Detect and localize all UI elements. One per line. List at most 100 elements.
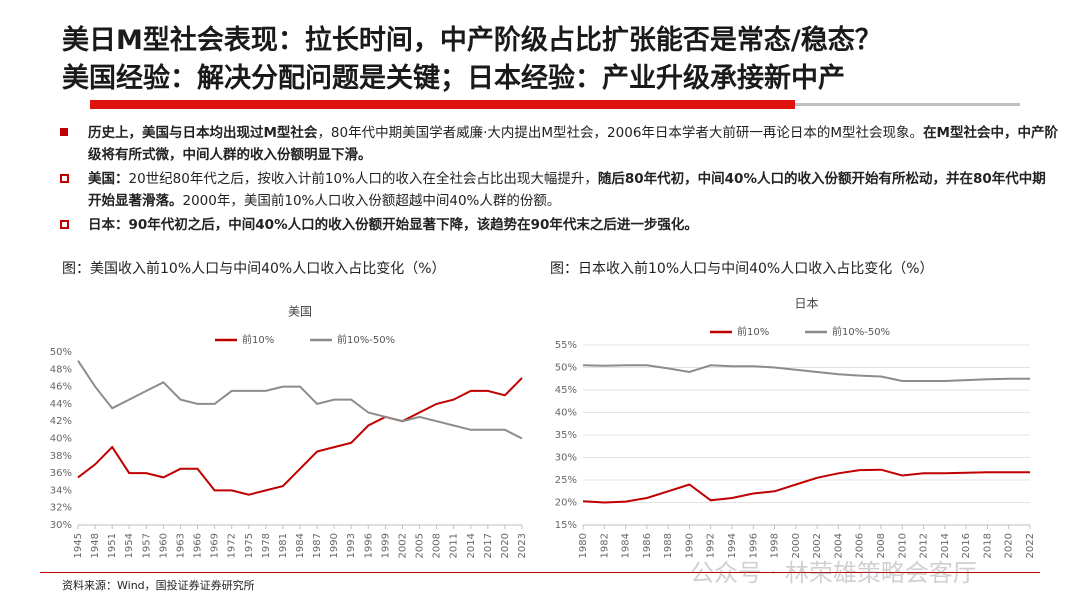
bullet-text: 历史上，美国与日本均出现过M型社会 — [88, 125, 318, 141]
y-tick-label: 30% — [555, 453, 577, 464]
x-tick-label: 2012 — [919, 533, 930, 558]
x-tick-label: 1969 — [210, 533, 221, 558]
x-tick-label: 1996 — [363, 533, 374, 558]
x-tick-label: 2017 — [483, 533, 494, 558]
bullet-text: 美国： — [88, 171, 129, 187]
chart-title: 日本 — [794, 297, 818, 311]
x-tick-label: 2011 — [449, 533, 460, 558]
title-underline-gray — [795, 103, 1020, 106]
x-tick-label: 1963 — [175, 533, 186, 558]
x-tick-label: 2018 — [982, 533, 993, 558]
x-tick-label: 2020 — [1004, 533, 1015, 558]
caption: 图：日本收入前10%人口与中间40%人口收入占比变化（%） — [550, 261, 934, 277]
y-tick-label: 38% — [50, 451, 72, 462]
x-tick-label: 1960 — [158, 533, 169, 558]
title: 美日M型社会表现：拉长时间，中产阶级占比扩张能否是常态/稳态？ 美国经验：解决分… — [62, 22, 882, 98]
y-tick-label: 25% — [555, 475, 577, 486]
x-tick-label: 2000 — [791, 533, 802, 558]
x-tick-label: 2016 — [961, 533, 972, 558]
source: 资料来源：Wind，国投证券证券研究所 — [62, 579, 255, 592]
legend-label: 前10%-50% — [337, 333, 395, 346]
y-tick-label: 46% — [50, 382, 72, 393]
x-tick-label: 1978 — [261, 533, 272, 558]
x-tick-label: 1996 — [748, 533, 759, 558]
chart: 日本 15% 20% 25% 30% 35% 40% 45% 50% 55% 1980 1982 198… — [555, 297, 1036, 559]
series-line — [77, 360, 523, 440]
x-tick-label: 1975 — [244, 533, 255, 558]
x-tick-label: 1986 — [642, 533, 653, 558]
y-tick-label: 44% — [50, 399, 72, 410]
y-tick-label: 42% — [50, 416, 72, 427]
y-tick-label: 45% — [555, 385, 577, 396]
bullet-text: ，80年代中期美国学者威廉·大内提出M型社会，2006年日本学者大前研一再论日本… — [317, 125, 924, 141]
chart-box: 美国 30% 32% 34% 36% 38% 40% 42% 44% 46% 48% 50% 1945 1… — [40, 290, 530, 575]
watermark: 公众号 · 林荣雄策略会客厅 — [690, 559, 977, 587]
x-tick-label: 1957 — [141, 533, 152, 558]
x-tick-label: 1987 — [312, 533, 323, 558]
chart: 美国 30% 32% 34% 36% 38% 40% 42% 44% 46% 48% 50% 1945 1… — [50, 305, 528, 559]
y-tick-label: 20% — [555, 498, 577, 509]
title-line: 美国经验：解决分配问题是关键；日本经验：产业升级承接新中产 — [62, 63, 845, 94]
x-tick-label: 1998 — [770, 533, 781, 558]
bullet-text: 2000年，美国前10%人口收入份额超越中间40%人群的份额。 — [182, 193, 561, 209]
caption: 图：美国收入前10%人口与中间40%人口收入占比变化（%） — [62, 261, 446, 277]
title-underline — [90, 100, 795, 109]
bullet-list: 历史上，美国与日本均出现过M型社会，80年代中期美国学者威廉·大内提出M型社会，… — [58, 122, 1058, 238]
y-tick-label: 40% — [555, 408, 577, 419]
chart-box: 日本 15% 20% 25% 30% 35% 40% 45% 50% 55% 1980 1982 198… — [545, 290, 1040, 575]
y-tick-label: 40% — [50, 434, 72, 445]
series-line — [77, 377, 523, 496]
y-tick-label: 48% — [50, 364, 72, 375]
x-tick-label: 1981 — [278, 533, 289, 558]
x-tick-label: 1951 — [107, 533, 118, 558]
footer-rule — [40, 572, 1040, 573]
x-tick-label: 1972 — [227, 533, 238, 558]
x-tick-label: 1954 — [124, 533, 135, 558]
x-tick-label: 2020 — [500, 533, 511, 558]
x-tick-label: 1966 — [193, 533, 204, 558]
legend-label: 前10%-50% — [832, 325, 890, 338]
x-tick-label: 1990 — [684, 533, 695, 558]
bullet-text: 20世纪80年代之后，按收入计前10%人口的收入在全社会占比出现大幅提升， — [128, 171, 598, 187]
bullet: 历史上，美国与日本均出现过M型社会，80年代中期美国学者威廉·大内提出M型社会，… — [58, 122, 1058, 166]
y-tick-label: 15% — [555, 520, 577, 531]
bullet-text: 在M型社会中，中产阶级将有所式微，中间人群的收入份额明显下滑。 — [88, 125, 1058, 163]
x-tick-label: 2002 — [397, 533, 408, 558]
x-tick-label: 1999 — [380, 533, 391, 558]
chart-title: 美国 — [288, 305, 312, 319]
x-tick-label: 2008 — [876, 533, 887, 558]
y-tick-label: 50% — [50, 347, 72, 358]
x-tick-label: 1982 — [599, 533, 610, 558]
y-tick-label: 50% — [555, 363, 577, 374]
x-tick-label: 2014 — [940, 533, 951, 558]
bullet-marker — [60, 174, 69, 183]
bullet: 美国：20世纪80年代之后，按收入计前10%人口的收入在全社会占比出现大幅提升，… — [58, 168, 1058, 212]
x-tick-label: 2022 — [1025, 533, 1036, 558]
x-tick-label: 1945 — [73, 533, 84, 558]
legend-label: 前10% — [242, 333, 274, 346]
title-line: 美日M型社会表现：拉长时间，中产阶级占比扩张能否是常态/稳态？ — [62, 25, 882, 56]
x-tick-label: 1990 — [329, 533, 340, 558]
x-tick-label: 1988 — [663, 533, 674, 558]
x-tick-label: 2014 — [466, 533, 477, 558]
bullet-text: 随后80年代初，中间40%人口的收入份额开始有所松动，并在80年代中期开始显著滑… — [88, 171, 1046, 209]
x-tick-label: 2023 — [517, 533, 528, 558]
y-tick-label: 35% — [555, 430, 577, 441]
bullet-marker — [60, 128, 68, 136]
x-tick-label: 1992 — [706, 533, 717, 558]
y-tick-label: 34% — [50, 485, 72, 496]
x-tick-label: 2010 — [897, 533, 908, 558]
y-tick-label: 36% — [50, 468, 72, 479]
x-tick-label: 1948 — [90, 533, 101, 558]
y-tick-label: 55% — [555, 340, 577, 351]
bullet-text: 日本：90年代初之后，中间40%人口的收入份额开始显著下降，该趋势在90年代末之… — [88, 217, 698, 233]
x-tick-label: 2008 — [432, 533, 443, 558]
series-line — [582, 364, 1030, 382]
x-tick-label: 1993 — [346, 533, 357, 558]
legend-label: 前10% — [737, 325, 769, 338]
bullet: 日本：90年代初之后，中间40%人口的收入份额开始显著下降，该趋势在90年代末之… — [58, 214, 1058, 236]
y-tick-label: 32% — [50, 503, 72, 514]
x-tick-label: 1980 — [578, 533, 589, 558]
x-tick-label: 2002 — [812, 533, 823, 558]
